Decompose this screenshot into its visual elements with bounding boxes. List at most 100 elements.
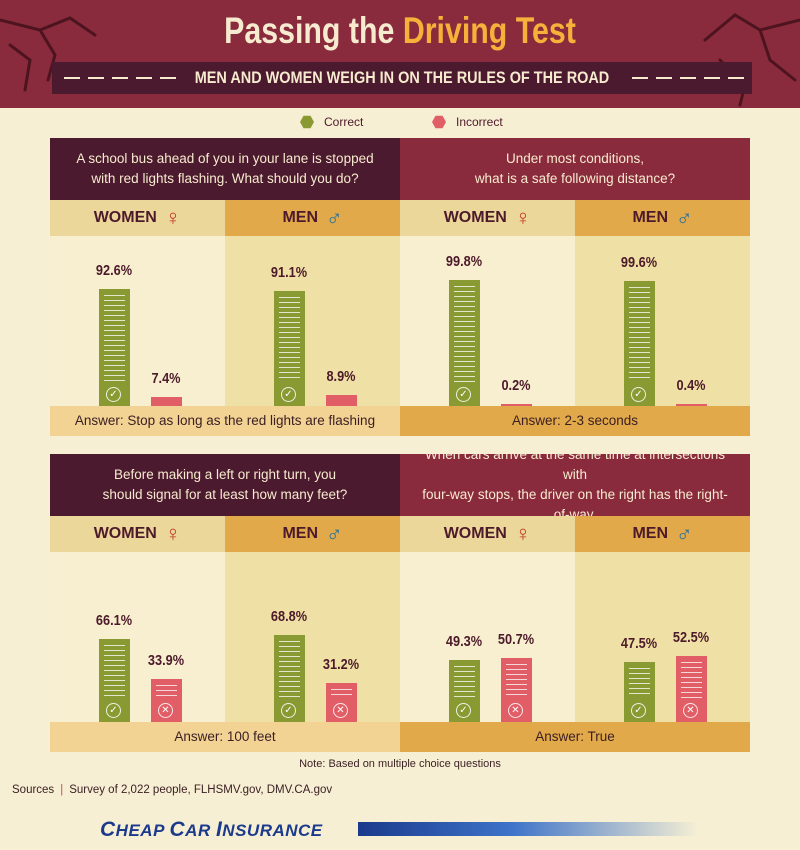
answer-label: Answer: Stop as long as the red lights a… (50, 406, 400, 436)
brand-logo: CHEAP CAR INSURANCE (100, 818, 323, 841)
bar-column-women: ✓ 99.8% 0.2% (400, 236, 575, 406)
bar-correct: ✓ (99, 289, 130, 406)
sources: Sources | Survey of 2,022 people, FLHSMV.g… (12, 784, 333, 796)
data-label: 68.8% (270, 608, 308, 625)
question-text: Under most conditions, what is a safe fo… (474, 151, 676, 186)
data-label: 33.9% (147, 652, 185, 669)
gender-label: WOMEN (93, 209, 157, 226)
check-icon: ✓ (106, 703, 121, 718)
bar-column-men: ✓ 68.8% ✕ 31.2% (225, 552, 400, 722)
bar-correct: ✓ (449, 280, 480, 406)
check-icon: ✓ (631, 703, 646, 718)
data-label: 49.3% (445, 633, 483, 650)
data-label: 99.8% (445, 253, 483, 270)
gender-label: MEN (282, 525, 319, 542)
incorrect-hex-icon (432, 115, 446, 129)
male-symbol-icon: ♂ (676, 521, 693, 546)
dash (64, 77, 80, 79)
bar-column-men: ✓ 99.6% 0.4% (575, 236, 750, 406)
x-icon: ✕ (508, 703, 523, 718)
data-label: 31.2% (322, 656, 360, 673)
data-label: 91.1% (270, 264, 308, 281)
x-icon: ✕ (683, 703, 698, 718)
data-label: 47.5% (620, 635, 658, 652)
bar-column-women: ✓ 66.1% ✕ 33.9% (50, 552, 225, 722)
legend-correct: Correct (300, 113, 363, 131)
bar-column-women: ✓ 92.6% 7.4% (50, 236, 225, 406)
check-icon: ✓ (456, 703, 471, 718)
male-symbol-icon: ♂ (676, 205, 693, 230)
dash (728, 77, 744, 79)
chart-panel: When cars arrive at the same time at int… (400, 454, 750, 752)
bar-correct: ✓ (624, 281, 655, 406)
brand-stripes (358, 822, 698, 836)
question-text: A school bus ahead of you in your lane i… (76, 151, 374, 186)
male-symbol-icon: ♂ (326, 521, 343, 546)
dash (136, 77, 152, 79)
chart-panel: Under most conditions, what is a safe fo… (400, 138, 750, 436)
bar-column-men: ✓ 91.1% 8.9% (225, 236, 400, 406)
gender-label: WOMEN (443, 525, 507, 542)
female-symbol-icon: ♀ (164, 521, 182, 546)
subtitle-bar: MEN AND WOMEN WEIGH IN ON THE RULES OF T… (52, 62, 752, 94)
question-box: Under most conditions, what is a safe fo… (400, 138, 750, 200)
correct-hex-icon (300, 115, 314, 129)
data-label: 66.1% (95, 612, 133, 629)
answer-label: Answer: True (400, 722, 750, 752)
legend-label: Correct (324, 115, 364, 129)
gender-header-women: WOMEN ♀ (400, 516, 575, 552)
question-box: A school bus ahead of you in your lane i… (50, 138, 400, 200)
check-icon: ✓ (281, 703, 296, 718)
bar-incorrect: ✕ (151, 679, 182, 722)
data-label: 99.6% (620, 254, 658, 271)
gender-header-men: MEN ♂ (225, 516, 400, 552)
data-label: 8.9% (326, 368, 356, 385)
data-label: 0.2% (501, 377, 531, 394)
bar-column-men: ✓ 47.5% ✕ 52.5% (575, 552, 750, 722)
data-label: 7.4% (151, 370, 181, 387)
bar-incorrect (676, 404, 707, 406)
bar-correct: ✓ (449, 660, 480, 722)
answer-label: Answer: 100 feet (50, 722, 400, 752)
dash (656, 77, 672, 79)
dash (632, 77, 648, 79)
dash (88, 77, 104, 79)
bar-incorrect: ✕ (326, 683, 357, 722)
female-symbol-icon: ♀ (514, 205, 532, 230)
x-icon: ✕ (333, 703, 348, 718)
check-icon: ✓ (281, 387, 296, 402)
male-symbol-icon: ♂ (326, 205, 343, 230)
dash (160, 77, 176, 79)
dash (704, 77, 720, 79)
x-icon: ✕ (158, 703, 173, 718)
gender-header-women: WOMEN ♀ (50, 516, 225, 552)
bar-column-women: ✓ 49.3% ✕ 50.7% (400, 552, 575, 722)
bar-correct: ✓ (99, 639, 130, 722)
dash (112, 77, 128, 79)
data-label: 92.6% (95, 262, 133, 279)
chart-panel: Before making a left or right turn, you … (50, 454, 400, 752)
gender-header-men: MEN ♂ (575, 200, 750, 236)
gender-label: MEN (282, 209, 319, 226)
bar-incorrect (326, 395, 357, 406)
check-icon: ✓ (456, 387, 471, 402)
bar-correct: ✓ (274, 635, 305, 722)
female-symbol-icon: ♀ (514, 521, 532, 546)
legend-incorrect: Incorrect (432, 113, 503, 131)
gender-header-men: MEN ♂ (575, 516, 750, 552)
chart-panel: A school bus ahead of you in your lane i… (50, 138, 400, 436)
data-label: 50.7% (497, 631, 535, 648)
data-label: 0.4% (676, 377, 706, 394)
gender-label: MEN (632, 209, 669, 226)
check-icon: ✓ (631, 387, 646, 402)
subtitle: MEN AND WOMEN WEIGH IN ON THE RULES OF T… (194, 68, 610, 87)
gender-label: WOMEN (93, 525, 157, 542)
question-text: Before making a left or right turn, you … (102, 467, 348, 502)
question-box: When cars arrive at the same time at int… (400, 454, 750, 522)
header-banner: Passing the Driving Test MEN AND WOMEN W… (0, 0, 800, 108)
question-box: Before making a left or right turn, you … (50, 454, 400, 516)
bar-incorrect (151, 397, 182, 406)
data-label: 52.5% (672, 629, 710, 646)
gender-header-women: WOMEN ♀ (50, 200, 225, 236)
bar-incorrect: ✕ (676, 656, 707, 722)
